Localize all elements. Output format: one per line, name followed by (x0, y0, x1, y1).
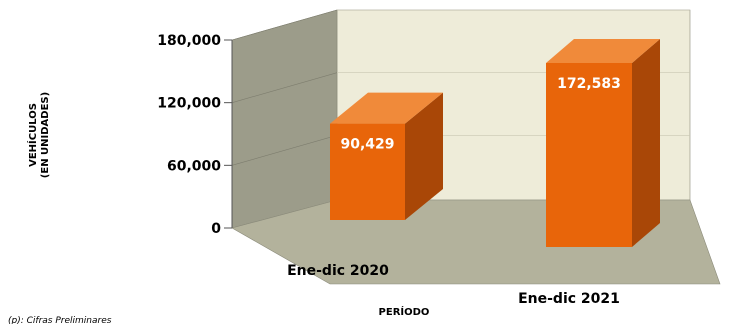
footnote: (p): Cifras Preliminares (8, 316, 112, 324)
bar-side-face (632, 39, 660, 247)
x-tick-label-2020: Ene-dic 2020 (287, 263, 389, 279)
bar-front-face (330, 123, 405, 220)
bar-value-label: 172,583 (557, 76, 621, 92)
x-tick-label-2021: Ene-dic 2021 (518, 291, 620, 307)
bar-value-label: 90,429 (340, 137, 394, 153)
x-axis-title: PERÍODO (379, 305, 430, 318)
gridline-side (231, 135, 338, 166)
y-axis-ticks: 0 60,000 120,000 180,000 (157, 33, 233, 237)
y-tick-label: 60,000 (167, 158, 221, 174)
y-tick-label: 120,000 (157, 96, 221, 112)
bars: 90,429 172,583 (330, 39, 660, 247)
gridline-side (231, 9, 338, 41)
bar-1: 90,429 (330, 92, 443, 220)
bar-2: 172,583 (546, 39, 660, 247)
y-axis-title-line-2: (EN UNIDADES) (40, 92, 51, 178)
bar-side-face (405, 92, 443, 220)
gridline-side (231, 72, 338, 103)
y-tick-label: 180,000 (157, 33, 221, 49)
side-wall (231, 9, 338, 229)
y-axis-title-line-1: VEHÍCULOS (26, 103, 39, 167)
y-tick-label: 0 (211, 221, 221, 237)
bar-top-face (546, 39, 660, 63)
bar-front-face (546, 63, 632, 247)
bar-top-face (330, 92, 443, 124)
